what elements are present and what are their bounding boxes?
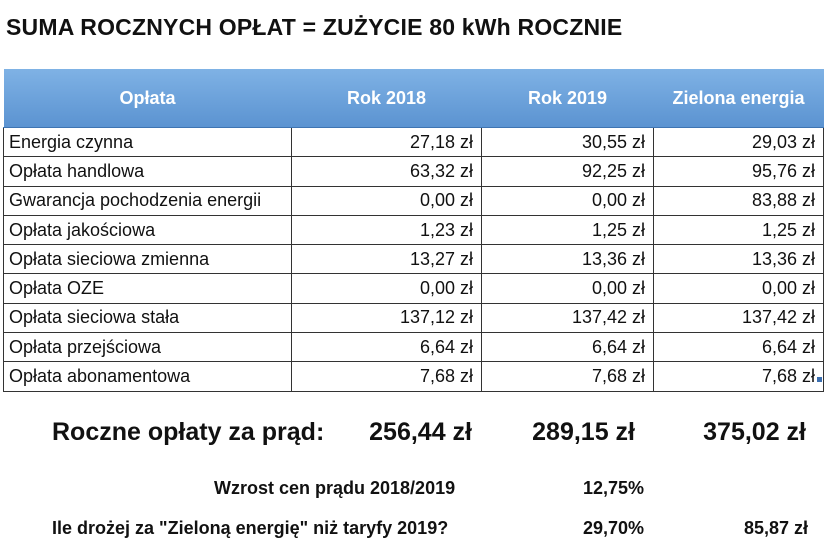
fee-2019: 30,55 zł: [481, 126, 654, 158]
annual-fees-2018: 256,44 zł: [369, 418, 472, 446]
table-row: Opłata abonamentowa 7,68 zł 7,68 zł 7,68…: [3, 361, 824, 392]
fee-2018: 7,68 zł: [291, 361, 482, 392]
fee-green: 83,88 zł: [653, 185, 824, 216]
fee-2019: 1,25 zł: [481, 214, 654, 246]
fee-green: 0,00 zł: [653, 273, 824, 304]
table-row: Opłata sieciowa zmienna 13,27 zł 13,36 z…: [3, 244, 824, 275]
fee-name: Opłata przejściowa: [3, 332, 292, 363]
fee-name: Opłata jakościowa: [3, 214, 292, 246]
header-2019: Rok 2019: [481, 69, 654, 128]
fee-name: Gwarancja pochodzenia energii: [3, 185, 292, 216]
table-row: Energia czynna 27,18 zł 30,55 zł 29,03 z…: [3, 126, 824, 158]
fee-2018: 6,64 zł: [291, 332, 482, 363]
fee-2018: 0,00 zł: [291, 273, 482, 304]
fee-2018: 0,00 zł: [291, 185, 482, 216]
fee-2019: 137,42 zł: [481, 302, 654, 334]
page-title: SUMA ROCZNYCH OPŁAT = ZUŻYCIE 80 kWh ROC…: [6, 14, 623, 40]
fee-2019: 0,00 zł: [481, 273, 654, 304]
table-row: Gwarancja pochodzenia energii 0,00 zł 0,…: [3, 185, 824, 216]
fee-2018: 137,12 zł: [291, 302, 482, 334]
header-green-energy: Zielona energia: [653, 69, 824, 128]
fee-green: 7,68 zł: [653, 361, 824, 392]
annual-fees-green: 375,02 zł: [703, 418, 806, 446]
table-row: Opłata jakościowa 1,23 zł 1,25 zł 1,25 z…: [3, 214, 824, 246]
fee-green: 29,03 zł: [653, 126, 824, 158]
fee-2019: 13,36 zł: [481, 244, 654, 275]
fee-green: 1,25 zł: [653, 214, 824, 246]
table-row: Opłata przejściowa 6,64 zł 6,64 zł 6,64 …: [3, 332, 824, 363]
fee-green: 6,64 zł: [653, 332, 824, 363]
fee-name: Opłata handlowa: [3, 156, 292, 187]
fee-name: Opłata OZE: [3, 273, 292, 304]
table-row: Opłata handlowa 63,32 zł 92,25 zł 95,76 …: [3, 156, 824, 187]
price-increase-label: Wzrost cen prądu 2018/2019: [214, 478, 456, 498]
green-energy-comparison-label: Ile drożej za "Zieloną energię" niż tary…: [52, 518, 449, 538]
fee-green: 137,42 zł: [653, 302, 824, 334]
table-row: Opłata sieciowa stała 137,12 zł 137,42 z…: [3, 302, 824, 334]
fees-table: Opłata Rok 2018 Rok 2019 Zielona energia…: [3, 69, 824, 392]
table-header-row: Opłata Rok 2018 Rok 2019 Zielona energia: [3, 69, 824, 128]
annual-fees-label: Roczne opłaty za prąd:: [52, 418, 325, 446]
fee-2018: 27,18 zł: [291, 126, 482, 158]
fee-name: Opłata sieciowa zmienna: [3, 244, 292, 275]
annual-fees-2019: 289,15 zł: [532, 418, 635, 446]
header-2018: Rok 2018: [291, 69, 482, 128]
cell-resize-handle[interactable]: [817, 377, 822, 382]
fee-2019: 92,25 zł: [481, 156, 654, 187]
fee-2019: 6,64 zł: [481, 332, 654, 363]
fee-green: 13,36 zł: [653, 244, 824, 275]
header-fee: Opłata: [3, 69, 292, 128]
fee-2018: 13,27 zł: [291, 244, 482, 275]
fee-name: Opłata abonamentowa: [3, 361, 292, 392]
table-row: Opłata OZE 0,00 zł 0,00 zł 0,00 zł: [3, 273, 824, 304]
fee-name: Opłata sieciowa stała: [3, 302, 292, 334]
fee-2019: 0,00 zł: [481, 185, 654, 216]
fee-2018: 1,23 zł: [291, 214, 482, 246]
fee-2018: 63,32 zł: [291, 156, 482, 187]
green-energy-percent: 29,70%: [582, 518, 644, 538]
fee-2019: 7,68 zł: [481, 361, 654, 392]
fee-green: 95,76 zł: [653, 156, 824, 187]
fee-name: Energia czynna: [3, 126, 292, 158]
price-increase-value: 12,75%: [582, 478, 644, 498]
green-energy-amount: 85,87 zł: [743, 518, 808, 538]
